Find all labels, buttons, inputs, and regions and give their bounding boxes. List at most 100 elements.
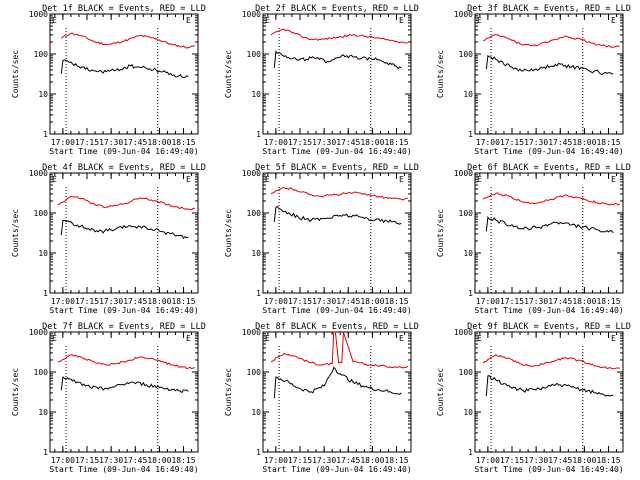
y-tick-label: 1000 bbox=[29, 10, 48, 19]
event-marker-end: E bbox=[611, 175, 616, 184]
y-tick-label: 1 bbox=[43, 448, 48, 457]
x-tick-label: 18:00 bbox=[360, 138, 384, 147]
x-tick-label: 17:45 bbox=[336, 297, 360, 306]
y-tick-label: 100 bbox=[459, 368, 474, 377]
x-tick-label: 17:15 bbox=[500, 297, 524, 306]
series-events-line bbox=[273, 50, 402, 70]
y-tick-label: 10 bbox=[251, 249, 261, 258]
y-tick-label: 100 bbox=[459, 50, 474, 59]
y-tick-label: 100 bbox=[247, 209, 262, 218]
series-lld-line bbox=[58, 354, 196, 370]
panel-det-7: Det 7f BLACK = Events, RED = LLD 1 10 100 10… bbox=[11, 322, 206, 474]
x-tick-label: 18:00 bbox=[572, 138, 596, 147]
x-tick-label: 18:15 bbox=[171, 456, 195, 465]
y-tick-label: 100 bbox=[247, 368, 262, 377]
y-axis-label: Counts/sec bbox=[436, 368, 445, 416]
x-axis-label: Start Time (09-Jun-04 16:49:40) bbox=[474, 465, 623, 474]
series-lld-line bbox=[270, 331, 409, 369]
x-tick-label: 17:45 bbox=[123, 456, 147, 465]
y-tick-label: 1 bbox=[256, 448, 261, 457]
x-tick-label: 18:00 bbox=[360, 456, 384, 465]
panel-title: Det 9f BLACK = Events, RED = LLD bbox=[467, 322, 631, 332]
event-marker-start: E bbox=[477, 16, 482, 25]
panel-title: Det 3f BLACK = Events, RED = LLD bbox=[467, 4, 631, 14]
x-axis-label: Start Time (09-Jun-04 16:49:40) bbox=[474, 306, 623, 315]
x-tick-label: 17:15 bbox=[288, 297, 312, 306]
x-tick-label: 17:30 bbox=[99, 456, 123, 465]
y-tick-label: 10 bbox=[463, 90, 473, 99]
x-tick-label: 18:15 bbox=[171, 297, 195, 306]
panel-det-9: Det 9f BLACK = Events, RED = LLD 1 10 100 10… bbox=[436, 322, 631, 474]
x-tick-label: 17:45 bbox=[123, 138, 147, 147]
panel-det-5: Det 5f BLACK = Events, RED = LLD 1 10 100 10… bbox=[224, 163, 419, 315]
y-tick-label: 100 bbox=[247, 50, 262, 59]
event-marker-start: E bbox=[52, 175, 57, 184]
y-tick-label: 1000 bbox=[454, 10, 473, 19]
panel-title: Det 2f BLACK = Events, RED = LLD bbox=[255, 4, 419, 14]
y-tick-label: 1 bbox=[468, 448, 473, 457]
x-tick-label: 18:00 bbox=[147, 138, 171, 147]
event-marker-start: E bbox=[265, 175, 270, 184]
panel-det-6: Det 6f BLACK = Events, RED = LLD 1 10 100 10… bbox=[436, 163, 631, 315]
x-tick-label: 17:15 bbox=[75, 138, 99, 147]
x-tick-label: 17:45 bbox=[336, 456, 360, 465]
x-axis-label: Start Time (09-Jun-04 16:49:40) bbox=[49, 306, 198, 315]
panel-title: Det 7f BLACK = Events, RED = LLD bbox=[42, 322, 206, 332]
y-tick-label: 100 bbox=[34, 368, 49, 377]
plot-frame bbox=[262, 13, 412, 135]
plot-frame bbox=[262, 331, 412, 453]
x-tick-label: 18:15 bbox=[384, 138, 408, 147]
x-tick-label: 17:45 bbox=[548, 138, 572, 147]
plot-frame bbox=[474, 13, 624, 135]
event-marker-start: E bbox=[265, 334, 270, 343]
panel-title: Det 1f BLACK = Events, RED = LLD bbox=[42, 4, 206, 14]
plot-frame bbox=[262, 172, 412, 294]
series-lld-line bbox=[270, 28, 408, 44]
y-axis-label: Counts/sec bbox=[436, 209, 445, 257]
x-tick-label: 18:15 bbox=[596, 138, 620, 147]
y-axis-label: Counts/sec bbox=[11, 209, 20, 257]
x-tick-label: 17:30 bbox=[524, 456, 548, 465]
series-lld-line bbox=[57, 195, 195, 211]
series-events-line bbox=[485, 54, 614, 75]
series-events-line bbox=[60, 220, 189, 240]
y-axis-label: Counts/sec bbox=[11, 368, 20, 416]
x-tick-label: 17:45 bbox=[548, 456, 572, 465]
panel-det-2: Det 2f BLACK = Events, RED = LLD 1 10 100 10… bbox=[224, 4, 419, 156]
x-tick-label: 17:00 bbox=[476, 456, 500, 465]
x-tick-label: 18:15 bbox=[596, 297, 620, 306]
x-tick-label: 17:45 bbox=[123, 297, 147, 306]
x-tick-label: 18:15 bbox=[384, 456, 408, 465]
event-marker-end: E bbox=[611, 334, 616, 343]
y-tick-label: 1000 bbox=[454, 169, 473, 178]
event-marker-end: E bbox=[186, 334, 191, 343]
event-marker-end: E bbox=[186, 16, 191, 25]
x-tick-label: 17:00 bbox=[51, 138, 75, 147]
y-tick-label: 10 bbox=[251, 90, 261, 99]
x-tick-label: 17:45 bbox=[548, 297, 572, 306]
x-tick-label: 17:15 bbox=[75, 297, 99, 306]
y-tick-label: 10 bbox=[38, 249, 48, 258]
x-tick-label: 17:15 bbox=[500, 456, 524, 465]
y-tick-label: 1 bbox=[256, 289, 261, 298]
y-tick-label: 10 bbox=[38, 90, 48, 99]
y-tick-label: 100 bbox=[34, 209, 49, 218]
x-tick-label: 18:00 bbox=[147, 456, 171, 465]
x-tick-label: 17:30 bbox=[312, 456, 336, 465]
plot-frame bbox=[49, 172, 199, 294]
plot-frame bbox=[474, 331, 624, 453]
x-tick-label: 17:30 bbox=[312, 138, 336, 147]
x-tick-label: 17:15 bbox=[500, 138, 524, 147]
x-axis-label: Start Time (09-Jun-04 16:49:40) bbox=[262, 306, 411, 315]
x-tick-label: 17:30 bbox=[99, 297, 123, 306]
x-tick-label: 17:15 bbox=[75, 456, 99, 465]
event-marker-end: E bbox=[186, 175, 191, 184]
x-tick-label: 18:00 bbox=[147, 297, 171, 306]
y-tick-label: 1000 bbox=[242, 328, 261, 337]
y-tick-label: 1000 bbox=[29, 169, 48, 178]
x-tick-label: 17:30 bbox=[524, 297, 548, 306]
x-tick-label: 17:45 bbox=[336, 138, 360, 147]
panel-title: Det 5f BLACK = Events, RED = LLD bbox=[255, 163, 419, 173]
y-axis-label: Counts/sec bbox=[224, 368, 233, 416]
